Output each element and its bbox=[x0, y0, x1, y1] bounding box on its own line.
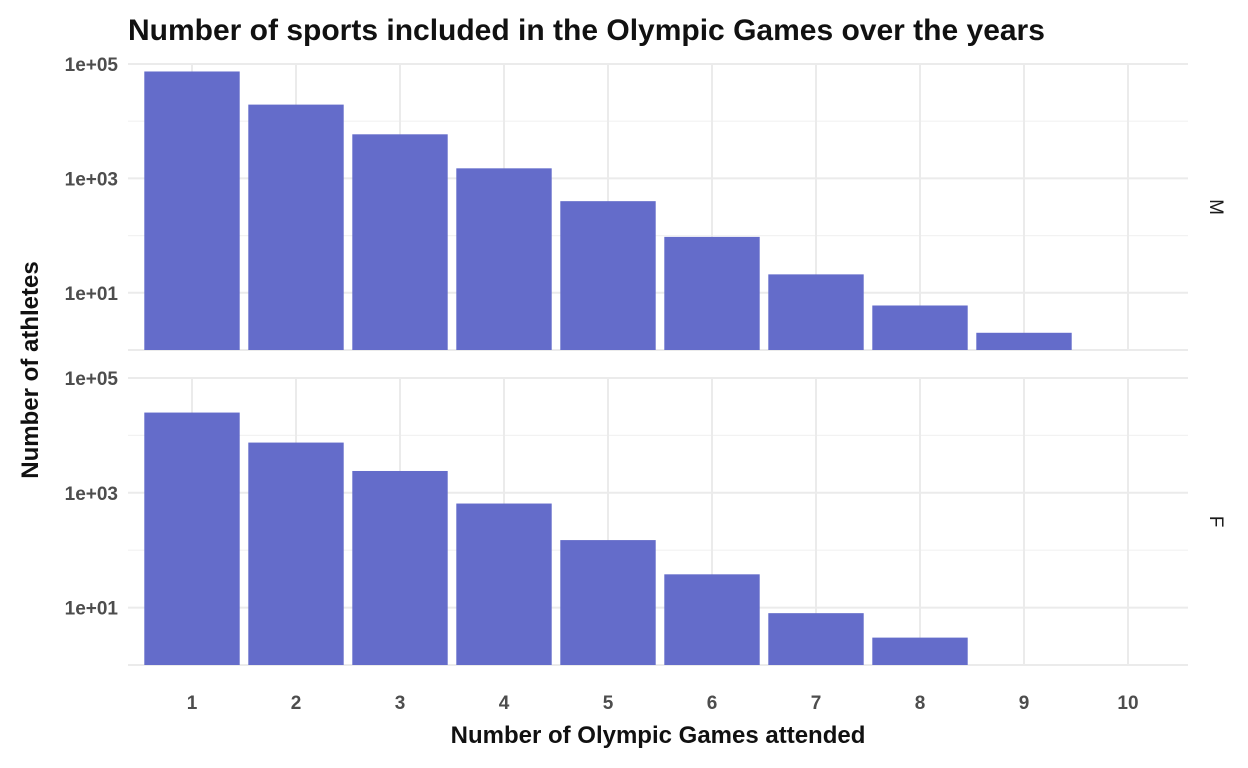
y-tick-label: 1e+03 bbox=[65, 169, 118, 190]
x-tick-label: 3 bbox=[395, 693, 406, 714]
bar-f-4 bbox=[456, 503, 552, 665]
x-axis-ticks: 1 2 3 4 5 6 7 8 9 10 bbox=[187, 693, 1139, 714]
x-tick-label: 10 bbox=[1117, 693, 1138, 714]
x-tick-label: 5 bbox=[603, 693, 614, 714]
y-axis-title: Number of athletes bbox=[17, 261, 44, 478]
y-tick-label: 1e+03 bbox=[65, 484, 118, 505]
bar-m-9 bbox=[976, 332, 1072, 350]
facet-panel-f: 1e+01 1e+03 1e+05 F bbox=[65, 369, 1226, 666]
x-tick-label: 8 bbox=[915, 693, 926, 714]
y-tick-label: 1e+01 bbox=[65, 599, 119, 620]
bar-f-6 bbox=[664, 574, 760, 665]
bar-f-1 bbox=[144, 412, 240, 665]
strip-label-m: M bbox=[1205, 199, 1226, 215]
panel-m-bars bbox=[144, 71, 1072, 351]
bar-f-3 bbox=[352, 470, 448, 665]
bar-f-7 bbox=[768, 613, 864, 665]
y-tick-label: 1e+01 bbox=[65, 284, 119, 305]
chart-title: Number of sports included in the Olympic… bbox=[128, 14, 1045, 47]
x-tick-label: 1 bbox=[187, 693, 198, 714]
bar-f-5 bbox=[560, 540, 656, 665]
panel-f-bars bbox=[144, 412, 968, 665]
x-tick-label: 4 bbox=[499, 693, 510, 714]
bar-f-8 bbox=[872, 637, 968, 665]
bar-f-2 bbox=[248, 442, 344, 665]
bar-m-2 bbox=[248, 104, 344, 351]
bar-m-6 bbox=[664, 236, 760, 350]
strip-label-f: F bbox=[1205, 516, 1226, 528]
y-tick-label: 1e+05 bbox=[65, 55, 119, 76]
facet-panel-m: 1e+01 1e+03 1e+05 M bbox=[65, 55, 1226, 351]
x-axis-title: Number of Olympic Games attended bbox=[451, 722, 866, 749]
panel-m-y-ticks: 1e+01 1e+03 1e+05 bbox=[65, 55, 119, 305]
bar-m-8 bbox=[872, 305, 968, 350]
bar-m-5 bbox=[560, 201, 656, 350]
bar-m-3 bbox=[352, 134, 448, 350]
x-tick-label: 9 bbox=[1019, 693, 1030, 714]
y-tick-label: 1e+05 bbox=[65, 369, 119, 390]
x-tick-label: 2 bbox=[291, 693, 302, 714]
bar-m-7 bbox=[768, 274, 864, 350]
bar-m-4 bbox=[456, 168, 552, 350]
x-tick-label: 7 bbox=[811, 693, 822, 714]
panel-f-y-ticks: 1e+01 1e+03 1e+05 bbox=[65, 369, 119, 620]
x-tick-label: 6 bbox=[707, 693, 718, 714]
bar-m-1 bbox=[144, 71, 240, 350]
